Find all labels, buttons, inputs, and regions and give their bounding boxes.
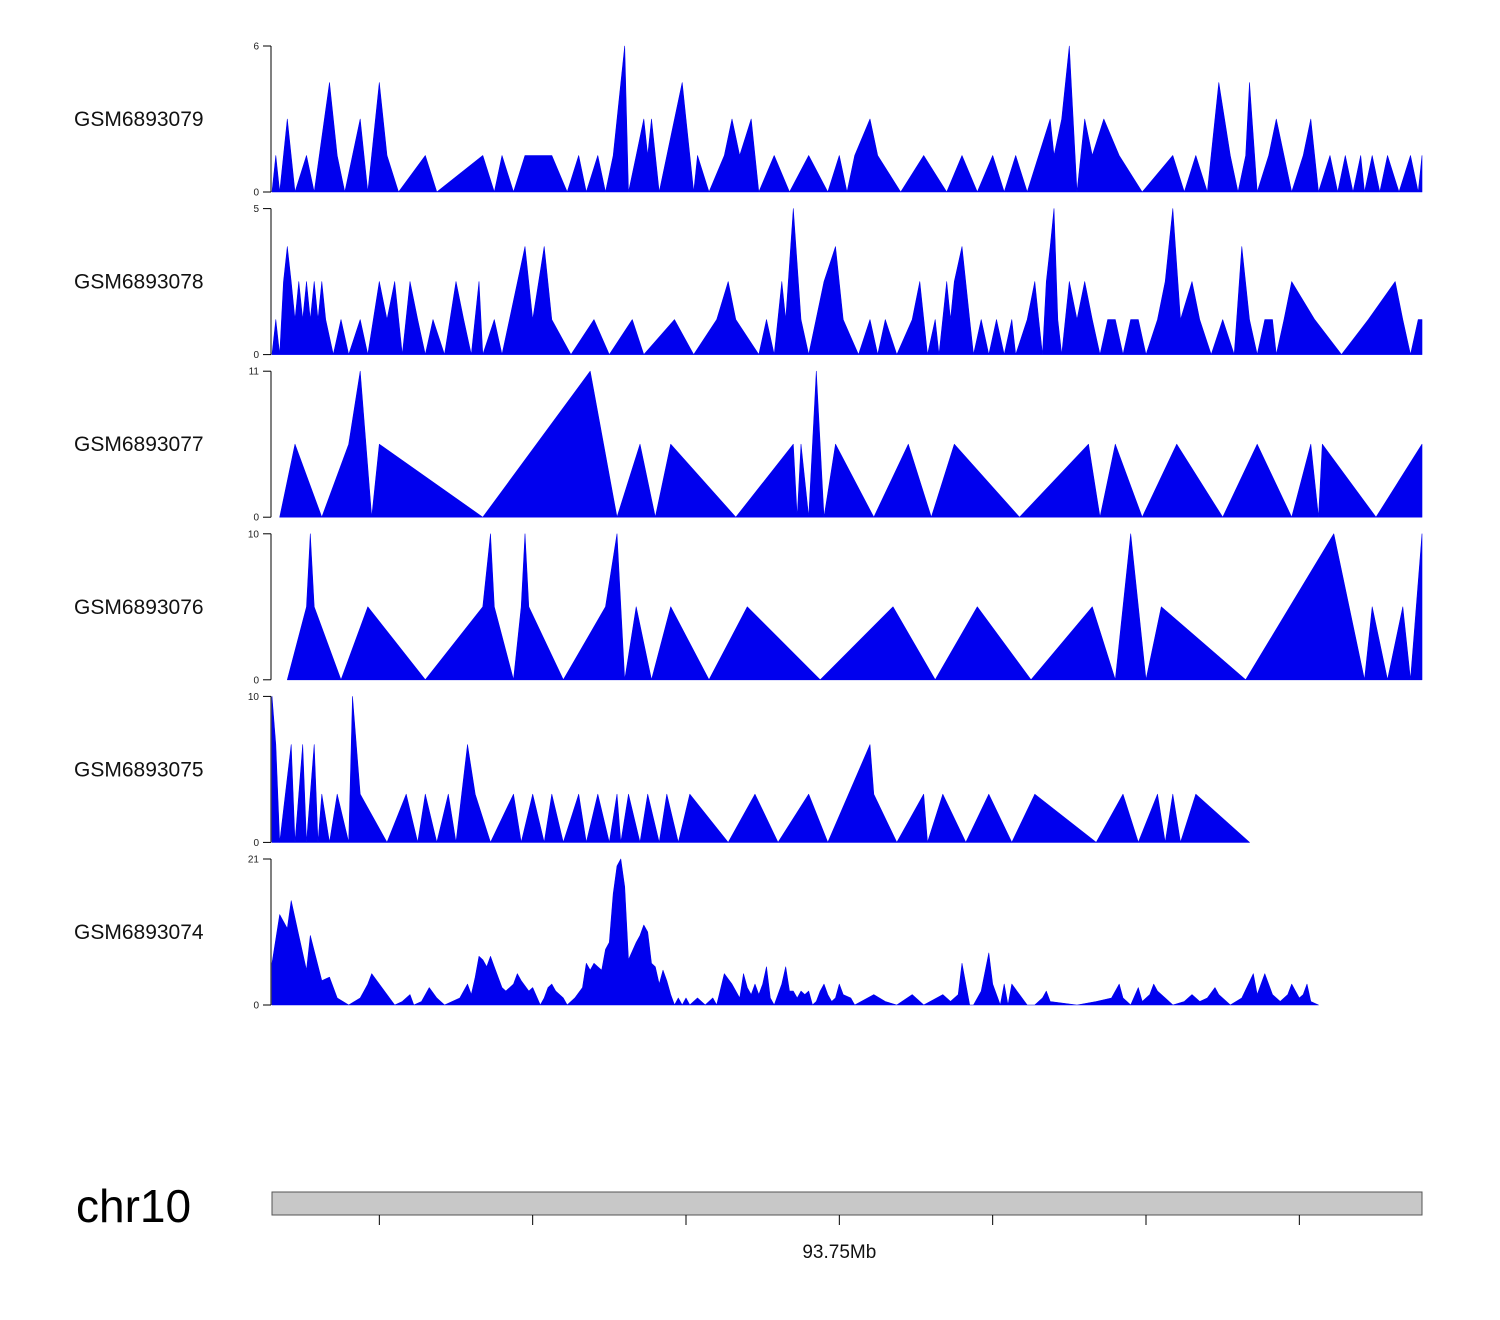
track-label: GSM6893079 [74, 108, 204, 131]
y-tick-label-max: 5 [253, 204, 259, 215]
y-tick-label-max: 11 [249, 367, 260, 378]
track-GSM6893079: GSM6893079 6 0 [74, 42, 1423, 199]
y-tick-label-zero: 0 [253, 675, 259, 686]
y-tick-label-max: 10 [248, 692, 260, 703]
y-tick-label-zero: 0 [253, 838, 259, 849]
chromosome-label: chr10 [76, 1180, 191, 1232]
coverage-area [287, 533, 1423, 681]
y-tick-label-max: 21 [248, 855, 260, 866]
chromosome-ideogram [271, 1191, 1423, 1216]
track-label: GSM6893076 [74, 596, 204, 619]
track-GSM6893075: GSM6893075 10 0 [74, 692, 1250, 849]
coverage-area [271, 696, 1250, 843]
y-tick-label-zero: 0 [253, 350, 259, 361]
track-GSM6893074: GSM6893074 21 0 [74, 855, 1319, 1012]
coverage-area [271, 45, 1423, 193]
track-GSM6893077: GSM6893077 11 0 [74, 367, 1423, 524]
track-label: GSM6893075 [74, 758, 204, 781]
track-label: GSM6893078 [74, 271, 204, 294]
coverage-area [271, 858, 1319, 1006]
track-GSM6893076: GSM6893076 10 0 [74, 529, 1423, 686]
y-tick-label-zero: 0 [253, 1001, 259, 1012]
track-GSM6893078: GSM6893078 5 0 [74, 204, 1423, 361]
tracks-layer: GSM689307960GSM689307850GSM6893077110GSM… [74, 42, 1423, 1012]
track-label: GSM6893077 [74, 433, 204, 456]
position-label: 93.75Mb [802, 1242, 876, 1263]
track-label: GSM6893074 [74, 921, 204, 944]
coverage-area [271, 208, 1423, 355]
ideogram-axis: chr10 93.75Mb [76, 1180, 1423, 1263]
y-tick-label-max: 10 [248, 529, 260, 540]
y-tick-label-max: 6 [253, 42, 259, 53]
y-tick-label-zero: 0 [253, 513, 259, 524]
y-tick-label-zero: 0 [253, 188, 259, 199]
coverage-area [279, 370, 1423, 518]
